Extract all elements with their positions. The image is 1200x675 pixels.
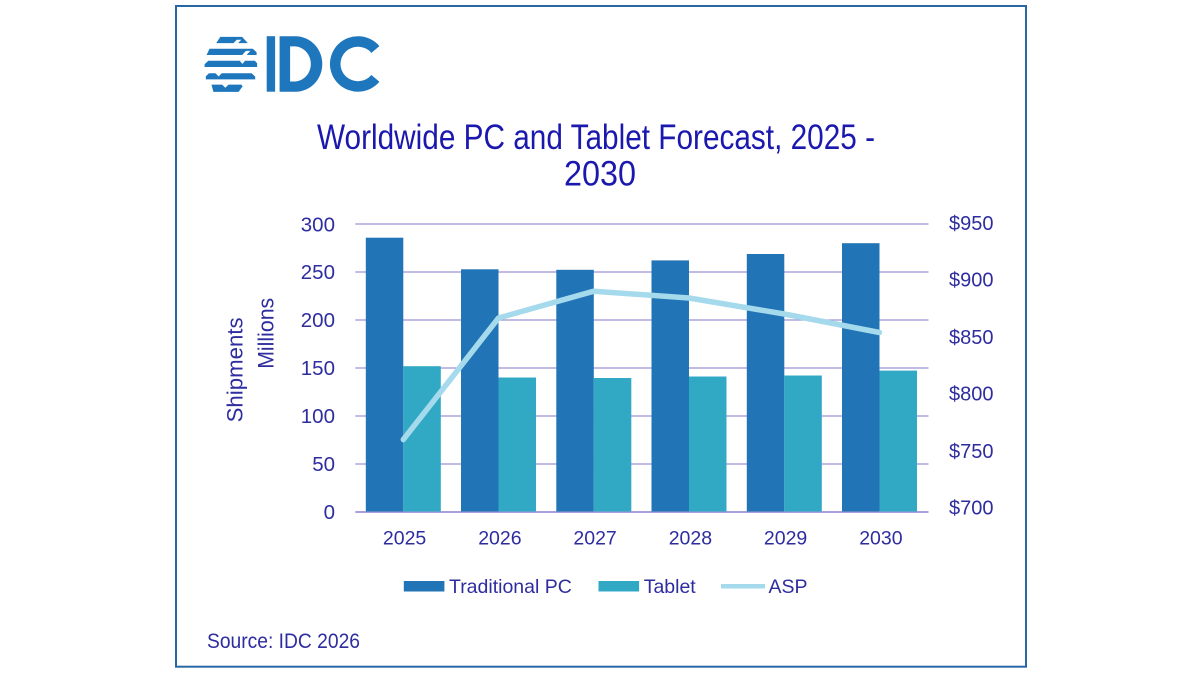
svg-text:Shipments: Shipments (223, 317, 248, 422)
svg-text:$950: $950 (949, 213, 994, 235)
svg-text:2025: 2025 (383, 528, 427, 550)
svg-text:$700: $700 (949, 498, 994, 520)
svg-text:Source: IDC 2026: Source: IDC 2026 (207, 630, 360, 653)
svg-text:ASP: ASP (769, 576, 808, 598)
svg-text:2030: 2030 (859, 528, 903, 550)
svg-text:2026: 2026 (478, 528, 521, 550)
svg-text:$750: $750 (949, 441, 994, 463)
svg-text:2028: 2028 (669, 528, 712, 550)
svg-text:2027: 2027 (573, 528, 616, 550)
svg-text:Worldwide PC and Tablet Foreca: Worldwide PC and Tablet Forecast, 2025 - (317, 117, 875, 157)
svg-text:$900: $900 (949, 270, 994, 292)
svg-text:50: 50 (312, 453, 335, 476)
svg-text:300: 300 (301, 214, 335, 237)
svg-text:$850: $850 (949, 327, 994, 349)
svg-text:0: 0 (324, 501, 335, 524)
svg-text:100: 100 (301, 405, 335, 428)
svg-text:Tablet: Tablet (644, 576, 697, 598)
svg-text:200: 200 (301, 309, 335, 332)
svg-text:$800: $800 (949, 384, 994, 406)
svg-text:Traditional PC: Traditional PC (449, 576, 572, 598)
svg-text:2030: 2030 (564, 154, 636, 194)
svg-text:150: 150 (301, 357, 335, 380)
svg-text:250: 250 (301, 261, 335, 284)
svg-text:2029: 2029 (764, 528, 807, 550)
svg-text:Millions: Millions (253, 298, 278, 369)
